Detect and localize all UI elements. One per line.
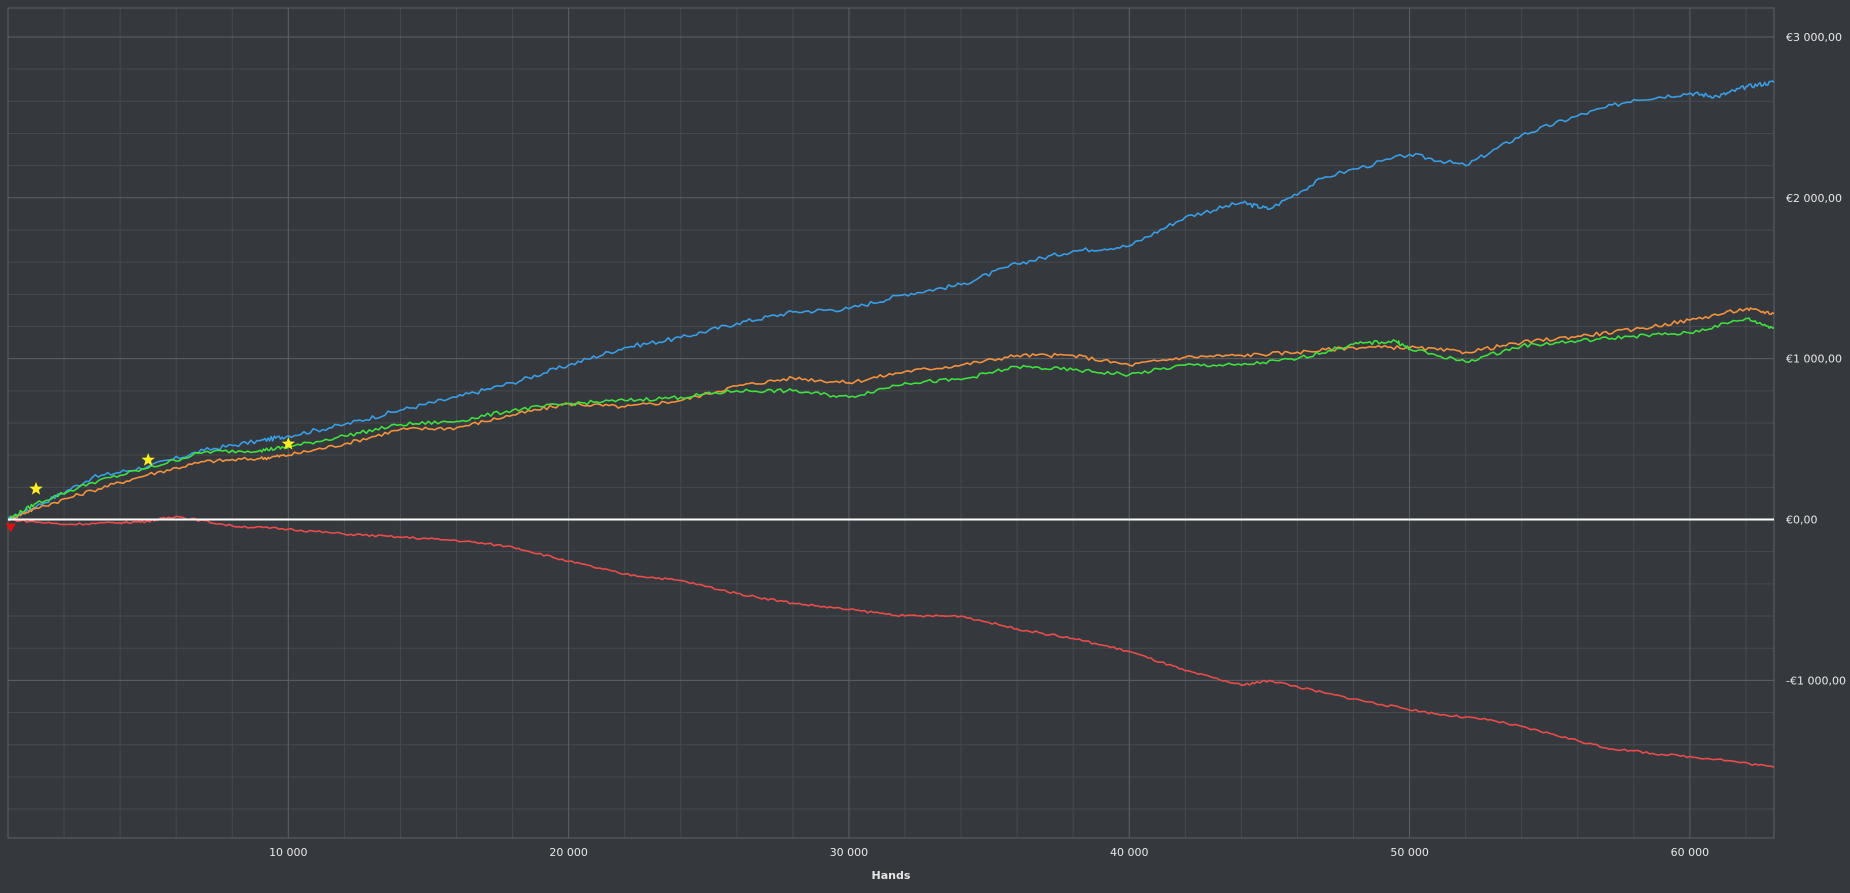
y-axis: -€1 000,00 €0,00 €1 000,00 €2 000,00 €3 000,… bbox=[1786, 31, 1846, 687]
series-line-3 bbox=[7, 317, 1775, 521]
y-tick-label: -€1 000,00 bbox=[1786, 674, 1846, 687]
annotation-layer bbox=[5, 436, 295, 533]
x-tick-label: 20 000 bbox=[549, 846, 588, 859]
y-tick-label: €3 000,00 bbox=[1786, 31, 1842, 44]
y-tick-label: €2 000,00 bbox=[1786, 192, 1842, 205]
series-line-1 bbox=[7, 80, 1775, 521]
x-tick-label: 30 000 bbox=[830, 846, 869, 859]
series-line-2 bbox=[7, 307, 1775, 522]
star-marker bbox=[141, 453, 155, 466]
x-tick-label: 50 000 bbox=[1390, 846, 1429, 859]
x-axis: 10 000 20 000 30 000 40 000 50 000 60 000 bbox=[269, 846, 1709, 859]
x-tick-label: 10 000 bbox=[269, 846, 308, 859]
x-axis-title: Hands bbox=[872, 869, 911, 882]
series-line-4 bbox=[7, 515, 1775, 768]
y-tick-label: €1 000,00 bbox=[1786, 353, 1842, 366]
major-grid bbox=[8, 8, 1774, 838]
x-tick-label: 60 000 bbox=[1671, 846, 1710, 859]
series-layer bbox=[7, 80, 1775, 768]
star-marker bbox=[281, 436, 295, 450]
x-tick-label: 40 000 bbox=[1110, 846, 1149, 859]
star-marker bbox=[29, 481, 43, 495]
plot-frame bbox=[7, 7, 1775, 839]
y-tick-label: €0,00 bbox=[1786, 514, 1818, 527]
red-triangle-marker bbox=[5, 523, 16, 533]
